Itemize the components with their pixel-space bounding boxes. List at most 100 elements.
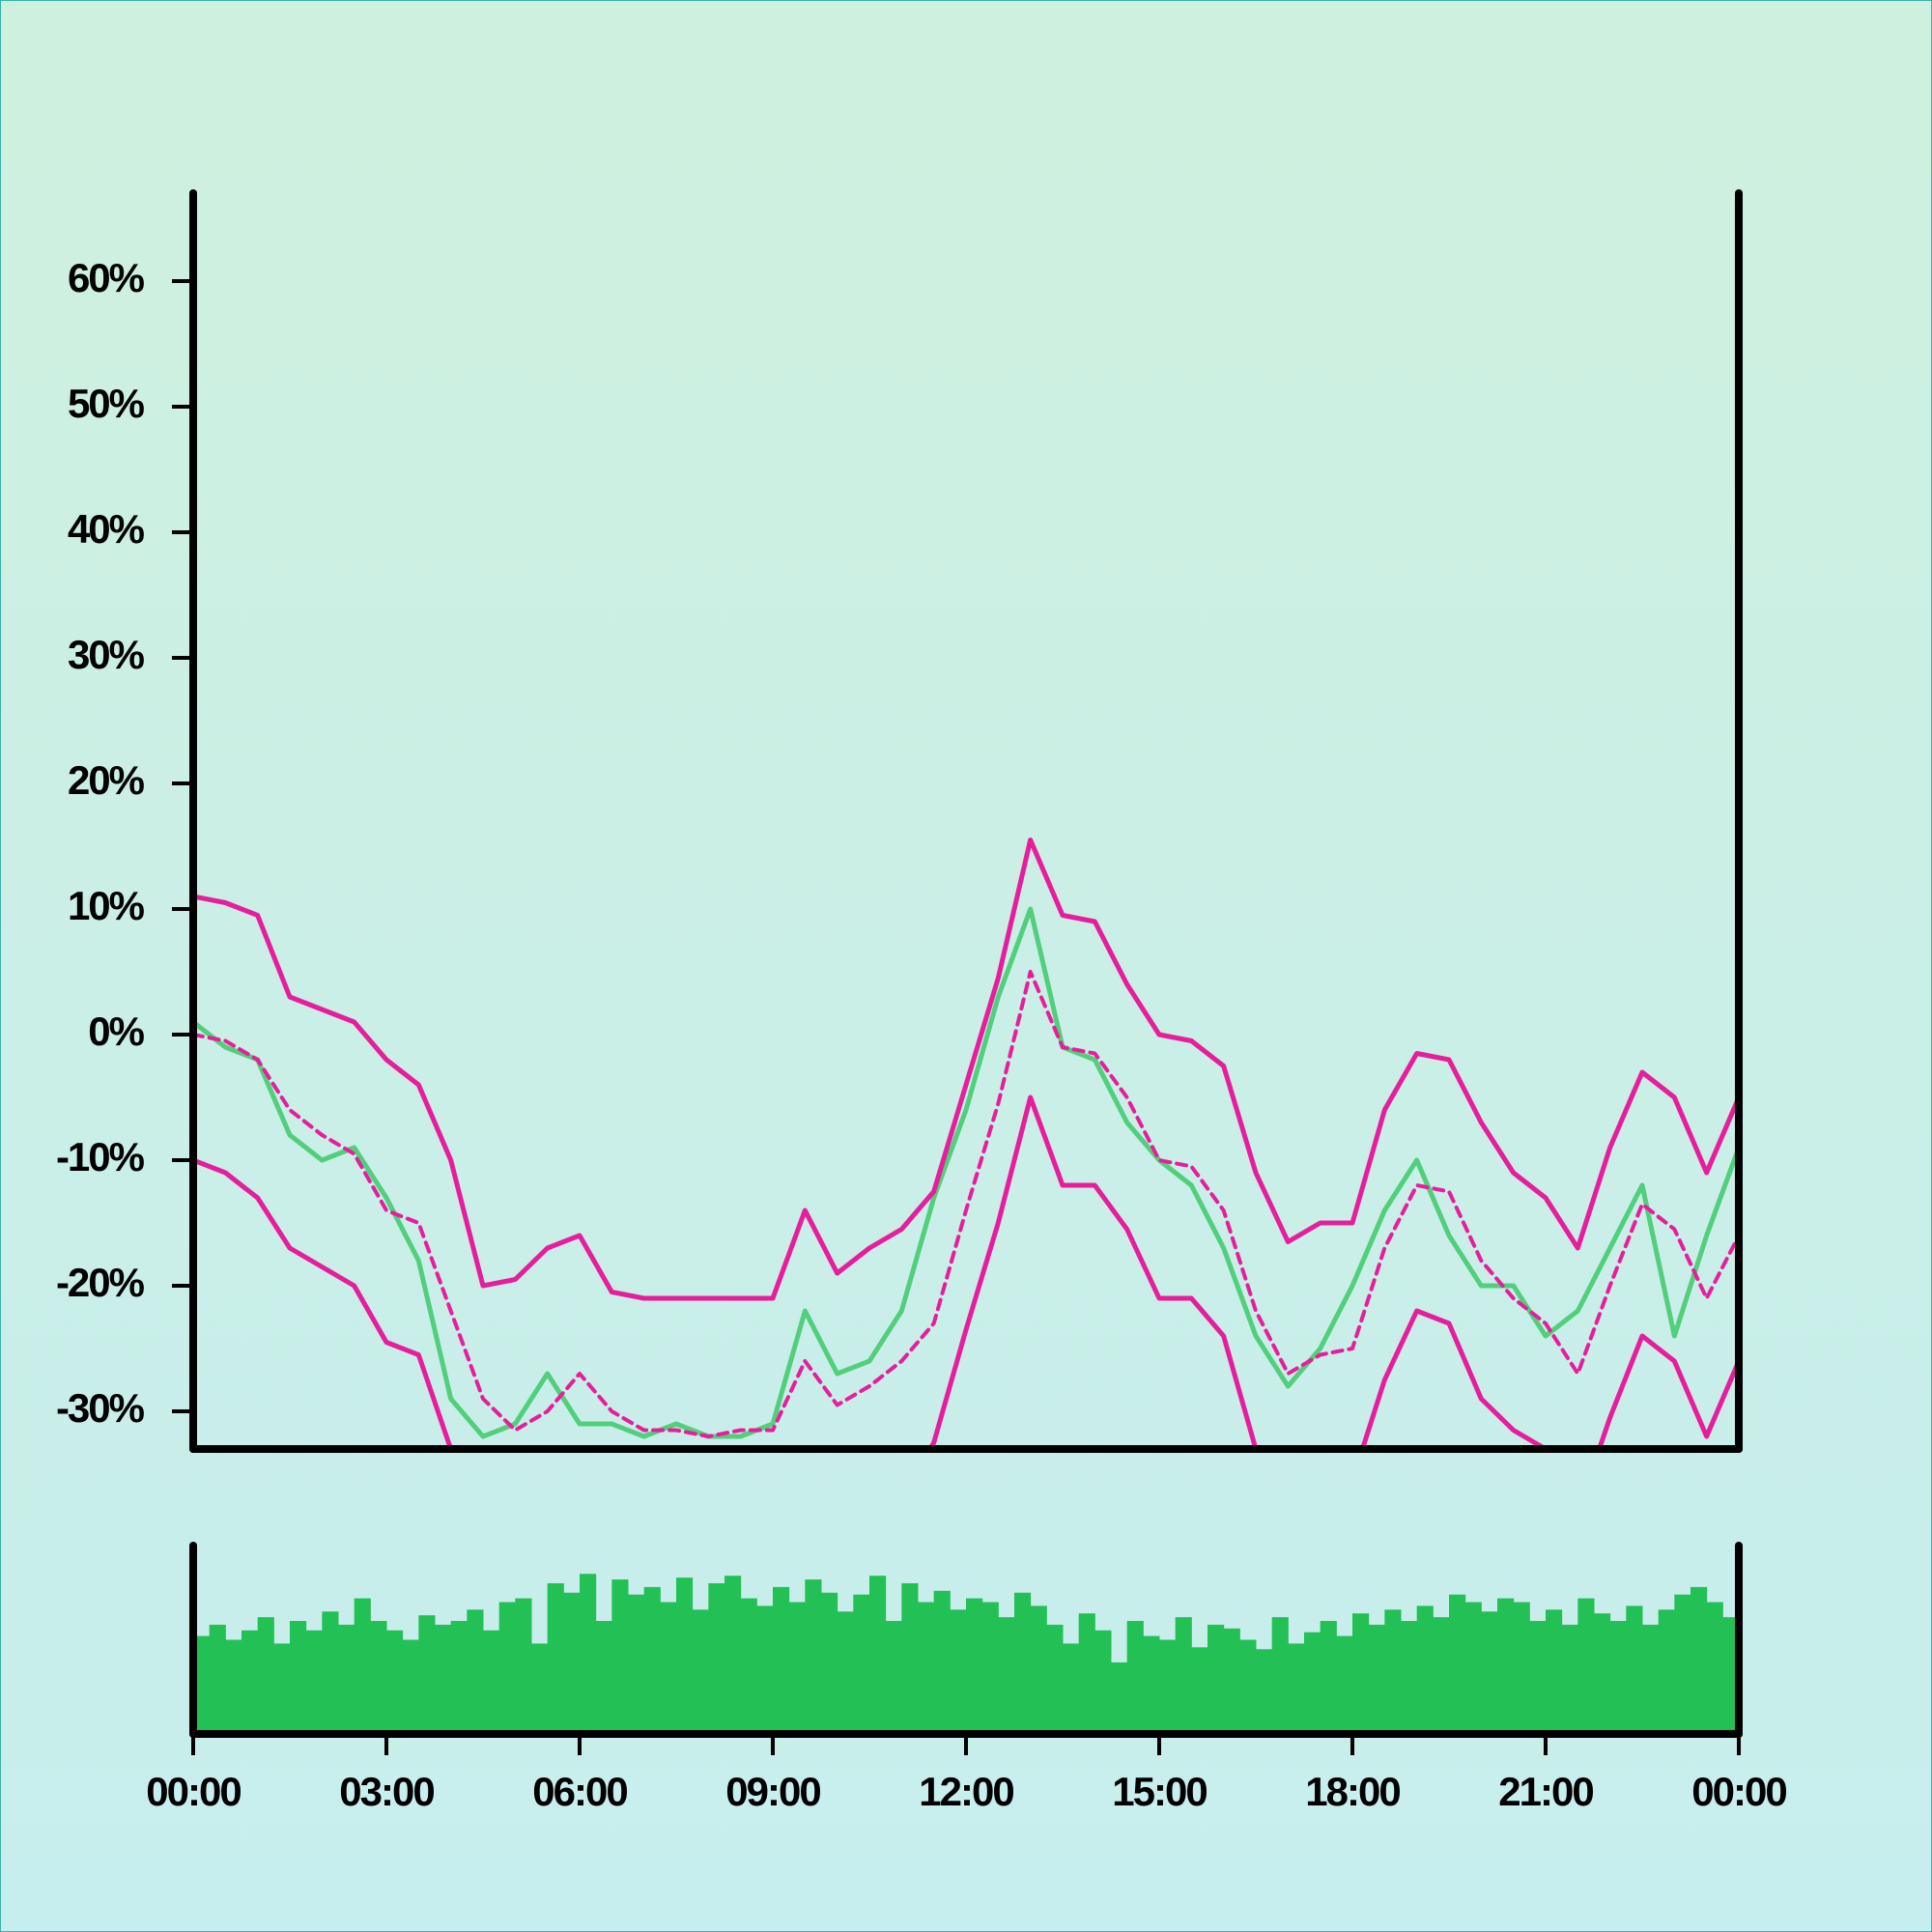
volume-bar <box>467 1609 484 1734</box>
volume-panel <box>193 1574 1740 1734</box>
x-tick-label: 00:00 <box>146 1769 241 1814</box>
volume-bar <box>869 1576 887 1734</box>
volume-bar <box>643 1586 661 1734</box>
volume-bar <box>580 1574 597 1734</box>
volume-bar <box>1561 1624 1578 1734</box>
volume-bar <box>1416 1605 1434 1734</box>
volume-bar <box>242 1630 259 1734</box>
x-tick-label: 00:00 <box>1691 1769 1786 1814</box>
volume-bar <box>1609 1621 1627 1734</box>
volume-bar <box>1594 1613 1611 1734</box>
volume-bar <box>1271 1617 1289 1734</box>
volume-bar <box>257 1617 274 1734</box>
volume-bar <box>435 1624 452 1734</box>
y-tick-label: 50% <box>68 381 145 426</box>
y-tick-label: -20% <box>56 1260 145 1305</box>
volume-bar <box>1223 1628 1240 1734</box>
volume-bar <box>1368 1624 1385 1734</box>
volume-bar <box>1094 1630 1112 1734</box>
volume-bar <box>1126 1621 1144 1734</box>
volume-bar <box>370 1621 387 1734</box>
volume-bar <box>305 1630 323 1734</box>
volume-bar <box>402 1639 419 1734</box>
volume-bar <box>1143 1635 1160 1734</box>
volume-bar <box>1690 1586 1708 1734</box>
volume-bar <box>498 1602 516 1734</box>
volume-bar <box>1208 1624 1225 1734</box>
volume-bar <box>1577 1598 1595 1734</box>
series-line <box>193 838 1739 1301</box>
volume-bar <box>966 1598 983 1734</box>
volume-bar <box>1384 1609 1402 1734</box>
y-tick-label: -10% <box>56 1134 145 1179</box>
x-tick-label: 03:00 <box>339 1769 434 1814</box>
x-tick-label: 06:00 <box>532 1769 627 1814</box>
volume-bar <box>740 1598 757 1734</box>
volume-bar <box>595 1621 612 1734</box>
volume-bar <box>1706 1602 1723 1734</box>
volume-bar <box>1674 1594 1691 1734</box>
y-tick-label: 10% <box>68 883 145 928</box>
volume-bar <box>225 1639 242 1734</box>
volume-bar <box>1464 1602 1482 1734</box>
volume-bar <box>821 1592 838 1734</box>
volume-bar <box>1320 1621 1337 1734</box>
volume-bar <box>998 1617 1015 1734</box>
volume-bar <box>853 1594 870 1734</box>
volume-bar <box>1175 1617 1192 1734</box>
volume-bar <box>1433 1617 1450 1734</box>
volume-bar <box>676 1577 694 1734</box>
volume-bar <box>290 1621 307 1734</box>
volume-bar <box>563 1592 581 1734</box>
y-tick-label: 30% <box>68 632 145 677</box>
x-tick-label: 09:00 <box>725 1769 820 1814</box>
volume-bar <box>692 1609 709 1734</box>
volume-bar <box>531 1643 549 1734</box>
volume-bar <box>1529 1621 1547 1734</box>
volume-bar <box>918 1602 935 1734</box>
volume-bar <box>981 1602 999 1734</box>
y-tick-label: 60% <box>68 255 145 300</box>
y-tick-label: -30% <box>56 1385 145 1431</box>
volume-bar <box>885 1621 902 1734</box>
volume-bar <box>805 1579 822 1734</box>
volume-bar <box>1014 1592 1032 1734</box>
volume-bar <box>1159 1639 1177 1734</box>
volume-bar <box>354 1598 371 1734</box>
x-tick-label: 18:00 <box>1305 1769 1400 1814</box>
volume-bar <box>322 1611 339 1734</box>
volume-bar <box>547 1583 564 1734</box>
volume-bar <box>1513 1602 1530 1734</box>
volume-bar <box>209 1624 226 1734</box>
volume-bar <box>1288 1643 1305 1734</box>
volume-bar <box>628 1594 645 1734</box>
volume-bar <box>1111 1662 1128 1734</box>
volume-bar <box>1046 1624 1064 1734</box>
y-tick-label: 20% <box>68 757 145 803</box>
volume-bar <box>515 1598 532 1734</box>
x-tick-label: 12:00 <box>919 1769 1013 1814</box>
volume-bar <box>418 1615 436 1734</box>
volume-bar <box>611 1579 629 1734</box>
series-line <box>193 1094 1739 1449</box>
volume-bar <box>933 1590 951 1734</box>
volume-bar <box>193 1635 211 1734</box>
x-tick-label: 15:00 <box>1112 1769 1207 1814</box>
volume-bar <box>708 1583 725 1734</box>
volume-bar <box>483 1630 500 1734</box>
volume-bar <box>1256 1649 1273 1734</box>
volume-bar <box>837 1611 854 1734</box>
y-tick-label: 40% <box>68 506 145 552</box>
volume-bar <box>1239 1639 1257 1734</box>
series-line <box>193 906 1739 1439</box>
volume-bar <box>1304 1632 1321 1734</box>
series-line <box>193 970 1739 1438</box>
volume-bar <box>386 1630 404 1734</box>
axes: -30% -20% -10% 0% 10% 20% 30% 40% 50% 60% 00:00 03:… <box>56 189 1788 1814</box>
volume-bar <box>273 1643 291 1734</box>
x-tick-label: 21:00 <box>1498 1769 1593 1814</box>
volume-bar <box>756 1605 774 1734</box>
volume-bar <box>901 1583 919 1734</box>
volume-bar <box>1030 1605 1047 1734</box>
volume-bar <box>950 1609 967 1734</box>
